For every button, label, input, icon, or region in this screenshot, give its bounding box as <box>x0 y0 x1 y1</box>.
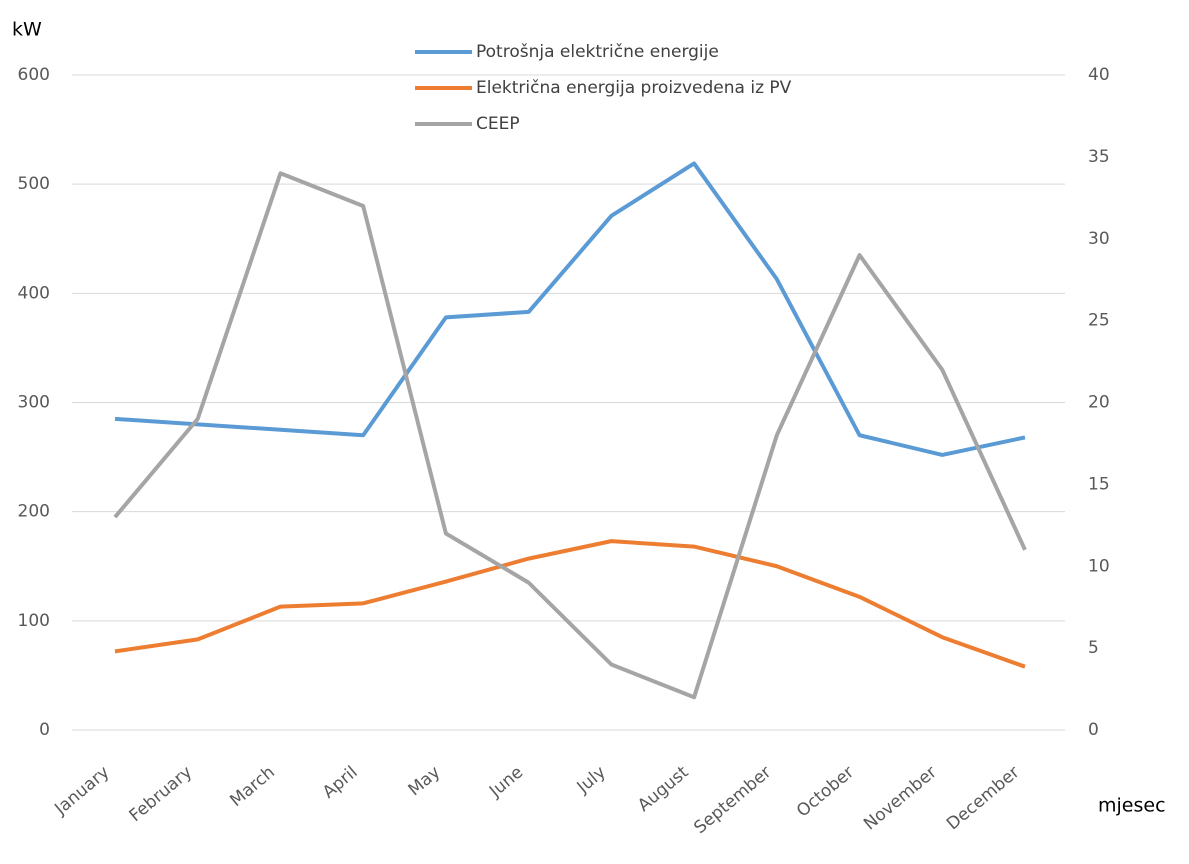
legend-label: Električna energija proizvedena iz PV <box>476 78 792 98</box>
y-axis-label: kW <box>12 19 42 41</box>
y-tick-label: 200 <box>18 502 50 522</box>
x-tick-label: September <box>690 762 775 838</box>
legend-label: Potrošnja električne energije <box>476 42 719 62</box>
y-tick-label: 0 <box>39 720 50 740</box>
x-tick-label: August <box>634 762 693 816</box>
y2-tick-label: 10 <box>1088 556 1110 576</box>
y2-tick-label: 25 <box>1088 311 1110 331</box>
series-line <box>113 171 1027 700</box>
y-tick-label: 500 <box>18 174 50 194</box>
series-line <box>114 539 1026 669</box>
x-tick-label: October <box>793 762 858 821</box>
y-tick-label: 300 <box>18 393 50 413</box>
series-line <box>114 161 1026 457</box>
x-tick-label: December <box>943 762 1023 834</box>
y2-tick-label: 0 <box>1088 720 1099 740</box>
x-axis-label: mjesec <box>1098 795 1166 817</box>
x-tick-label: May <box>405 762 445 800</box>
x-tick-label: February <box>126 762 197 826</box>
y2-tick-label: 15 <box>1088 474 1110 494</box>
y2-tick-label: 20 <box>1088 393 1110 413</box>
y2-tick-label: 30 <box>1088 229 1110 249</box>
y-tick-label: 600 <box>18 65 50 85</box>
x-tick-label: November <box>860 762 941 834</box>
y-tick-label: 400 <box>18 283 50 303</box>
x-tick-label: April <box>319 762 362 802</box>
y2-tick-label: 40 <box>1088 65 1110 85</box>
x-tick-label: July <box>573 762 610 798</box>
y2-tick-label: 35 <box>1088 147 1110 167</box>
y-tick-label: 100 <box>18 611 50 631</box>
legend-label: CEEP <box>476 114 520 134</box>
x-tick-label: January <box>50 762 113 819</box>
x-tick-label: June <box>485 762 527 802</box>
y2-tick-label: 5 <box>1088 638 1099 658</box>
x-tick-label: March <box>226 762 279 811</box>
